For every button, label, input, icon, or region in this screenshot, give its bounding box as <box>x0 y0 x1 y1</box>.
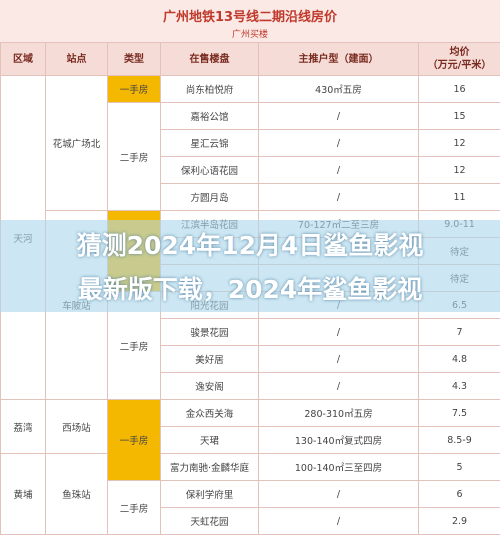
column-label: 均价 <box>449 47 470 58</box>
cell: 二手房 <box>107 480 161 535</box>
cell: 4.8 <box>418 345 500 373</box>
column-header: 主推户型（建面） <box>258 42 419 76</box>
column-header: 站点 <box>45 42 108 76</box>
header-row: 区域 站点 类型 在售楼盘 主推户型（建面） 均价 （万元/平米） <box>0 42 500 76</box>
cell: 6 <box>418 480 500 508</box>
cell: 4.3 <box>418 372 500 400</box>
cell: 8.5-9 <box>418 426 500 454</box>
header: 广州地铁13号线二期沿线房价 广州买楼 <box>0 0 500 42</box>
cell: / <box>258 183 419 211</box>
cell: 黄埔 <box>0 453 46 535</box>
cell: / <box>258 345 419 373</box>
column-header: 在售楼盘 <box>160 42 259 76</box>
cell: 二手房 <box>107 102 161 211</box>
cell: 7 <box>418 318 500 346</box>
cell: 保利学府里 <box>160 480 259 508</box>
cell: / <box>258 480 419 508</box>
cell: 方圆月岛 <box>160 183 259 211</box>
cell: 100-140㎡三至四房 <box>258 453 419 481</box>
cell: 天虹花园 <box>160 507 259 535</box>
cell: 130-140㎡复式四房 <box>258 426 419 454</box>
cell: 保利心语花园 <box>160 156 259 184</box>
cell: 16 <box>418 75 500 103</box>
column-header: 类型 <box>107 42 161 76</box>
title: 广州地铁13号线二期沿线房价 <box>162 10 338 25</box>
cell: 金众西关海 <box>160 399 259 427</box>
column-unit: （万元/平米） <box>427 60 492 71</box>
cell: 11 <box>418 183 500 211</box>
cell: 一手房 <box>107 399 161 481</box>
cell: 富力南驰·金麟华庭 <box>160 453 259 481</box>
cell: 12 <box>418 156 500 184</box>
column-header: 均价 （万元/平米） <box>418 42 500 76</box>
cell: / <box>258 102 419 130</box>
cell: 骏景花园 <box>160 318 259 346</box>
cell: / <box>258 507 419 535</box>
overlay-banner: 猜测2024年12月4日鲨鱼影视 最新版下载，2024年鲨鱼影视 <box>0 220 500 312</box>
cell: / <box>258 372 419 400</box>
cell: 2.9 <box>418 507 500 535</box>
cell: 荔湾 <box>0 399 46 454</box>
cell: 5 <box>418 453 500 481</box>
cell: / <box>258 129 419 157</box>
cell: 一手房 <box>107 75 161 103</box>
cell: 鱼珠站 <box>45 453 108 535</box>
subtitle: 广州买楼 <box>231 30 268 40</box>
cell: 430㎡五房 <box>258 75 419 103</box>
cell: 天珺 <box>160 426 259 454</box>
overlay-line: 最新版下载，2024年鲨鱼影视 <box>77 275 423 304</box>
cell: 280-310㎡五房 <box>258 399 419 427</box>
cell: 嘉裕公馆 <box>160 102 259 130</box>
cell: 7.5 <box>418 399 500 427</box>
column-header: 区域 <box>0 42 46 76</box>
cell: / <box>258 318 419 346</box>
cell: 尚东柏悦府 <box>160 75 259 103</box>
cell: 西场站 <box>45 399 108 454</box>
cell: 美好居 <box>160 345 259 373</box>
overlay-line: 猜测2024年12月4日鲨鱼影视 <box>76 231 424 260</box>
cell: 逸安阁 <box>160 372 259 400</box>
cell: / <box>258 156 419 184</box>
cell: 15 <box>418 102 500 130</box>
cell: 花城广场北 <box>45 75 108 211</box>
cell: 12 <box>418 129 500 157</box>
cell: 星汇云锦 <box>160 129 259 157</box>
